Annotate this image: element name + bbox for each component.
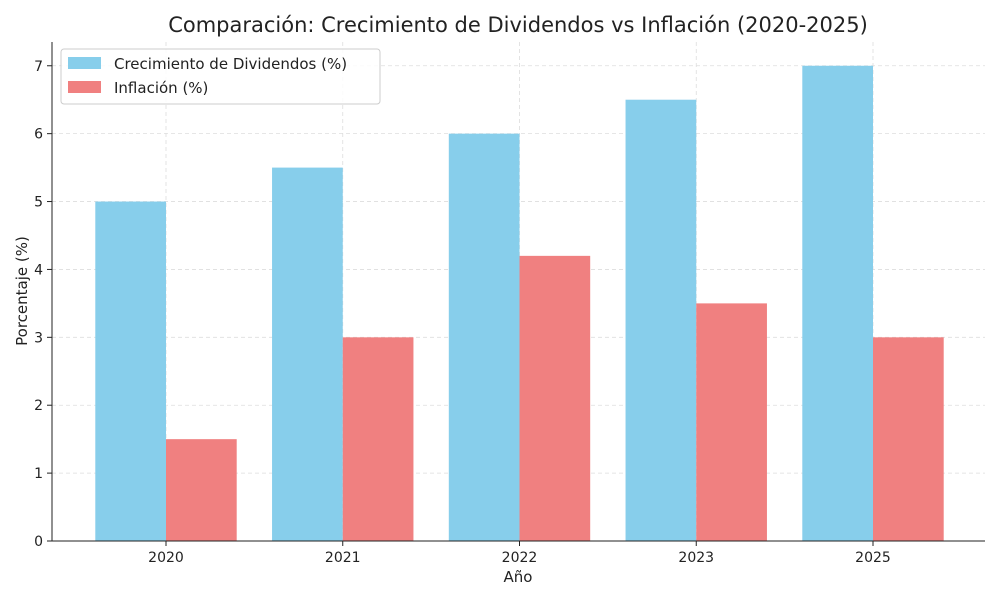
legend-swatch-dividends [68, 57, 101, 69]
y-tick-label: 5 [34, 195, 43, 211]
x-tick-label: 2023 [678, 550, 714, 566]
x-tick-label: 2020 [148, 550, 184, 566]
bar-dividends [448, 133, 520, 541]
y-axis-title: Porcentaje (%) [13, 236, 31, 346]
bar-inflation [166, 439, 237, 541]
bar-dividends [802, 65, 873, 541]
y-tick-label: 0 [34, 534, 43, 550]
bars [95, 65, 944, 541]
bar-dividends [625, 99, 697, 541]
y-tick-label: 7 [34, 59, 43, 75]
x-tick-label: 2022 [502, 550, 538, 566]
x-tick-label: 2025 [855, 550, 891, 566]
bar-inflation [696, 303, 767, 541]
y-tick-label: 2 [34, 398, 43, 414]
legend-swatch-inflation [68, 81, 101, 93]
x-tick-label: 2021 [325, 550, 361, 566]
axes [51, 42, 985, 542]
bar-inflation [342, 337, 414, 541]
bar-inflation [873, 337, 944, 541]
bar-dividends [272, 167, 343, 541]
y-tick-label: 1 [34, 466, 43, 482]
ticks: 0 1 2 3 4 5 6 7 2020 2021 2022 2023 2025 [34, 59, 891, 566]
legend-frame [60, 48, 381, 105]
chart-title: Comparación: Crecimiento de Dividendos v… [168, 13, 868, 37]
bar-inflation [519, 255, 591, 541]
legend: Crecimiento de Dividendos (%) Inflación … [60, 48, 381, 105]
legend-label-inflation: Inflación (%) [114, 79, 208, 97]
y-tick-label: 4 [34, 262, 43, 278]
legend-label-dividends: Crecimiento de Dividendos (%) [114, 55, 347, 73]
x-axis-title: Año [504, 568, 533, 586]
bar-dividends [95, 201, 166, 541]
y-tick-label: 3 [34, 330, 43, 346]
y-tick-label: 6 [34, 127, 43, 143]
